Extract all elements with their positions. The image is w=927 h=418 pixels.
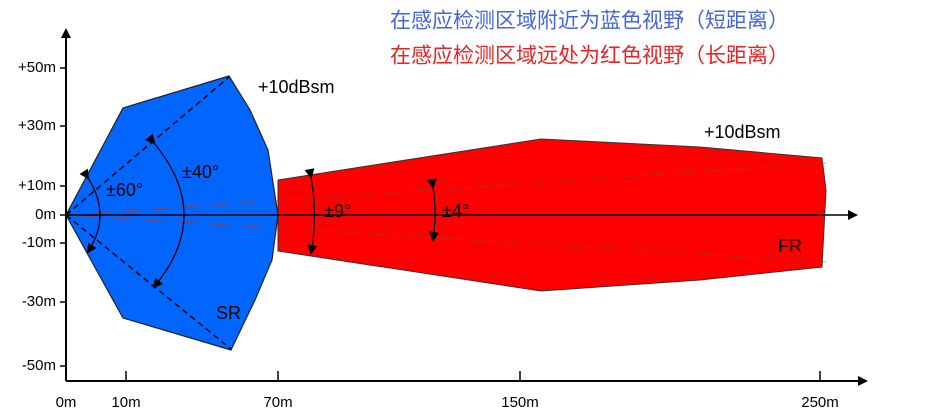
beam-edge bbox=[65, 214, 827, 263]
rcs-label: +10dBsm bbox=[258, 77, 335, 97]
x-tick-label: 0m bbox=[56, 394, 77, 411]
x-tick-label: 250m bbox=[801, 394, 839, 411]
zone-label: SR bbox=[216, 303, 241, 323]
angle-label: ±40° bbox=[182, 162, 219, 182]
y-tick-label: +10m bbox=[18, 177, 56, 194]
x-ticks: 0m 10m 70m 150m 250m bbox=[56, 371, 839, 411]
zone-label: FR bbox=[778, 236, 802, 256]
x-tick-label: 10m bbox=[111, 394, 140, 411]
x-tick-label: 70m bbox=[263, 394, 292, 411]
y-tick-label: 0m bbox=[35, 206, 56, 223]
y-ticks: +50m +30m +10m 0m -10m -30m -50m bbox=[18, 59, 66, 374]
beam-edge bbox=[65, 162, 827, 216]
rcs-label: +10dBsm bbox=[704, 122, 781, 142]
angle-label: ±60° bbox=[106, 180, 143, 200]
angle-arc bbox=[426, 178, 440, 242]
angle-label: ±4° bbox=[442, 201, 469, 221]
caption-far: 在感应检测区域远处为红色视野（长距离） bbox=[390, 45, 789, 68]
y-tick-label: -50m bbox=[22, 357, 56, 374]
angle-label: ±9° bbox=[324, 201, 351, 221]
y-tick-label: +30m bbox=[18, 117, 56, 134]
x-tick-label: 150m bbox=[501, 394, 539, 411]
caption-near: 在感应检测区域附近为蓝色视野（短距离） bbox=[390, 10, 789, 33]
y-tick-label: -30m bbox=[22, 293, 56, 310]
y-tick-label: -10m bbox=[22, 234, 56, 251]
y-tick-label: +50m bbox=[18, 59, 56, 76]
